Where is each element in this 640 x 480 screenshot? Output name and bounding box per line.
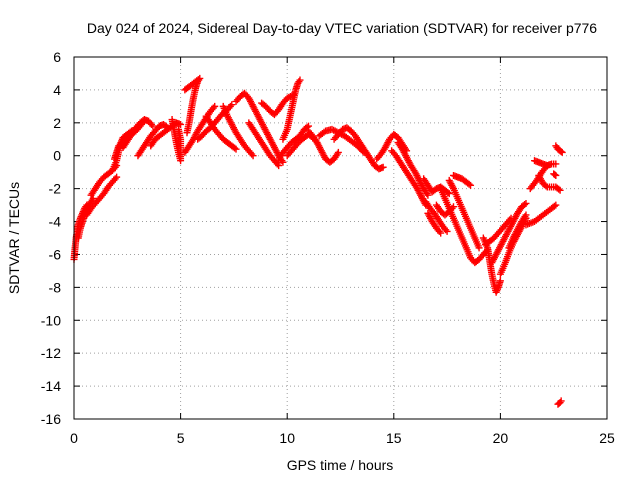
data-point bbox=[149, 122, 157, 130]
data-point bbox=[443, 227, 451, 235]
data-point bbox=[557, 397, 565, 405]
data-point bbox=[279, 158, 287, 166]
data-point bbox=[445, 190, 453, 198]
data-points bbox=[70, 74, 566, 408]
data-point bbox=[174, 125, 182, 133]
data-point bbox=[303, 123, 311, 131]
data-point bbox=[557, 148, 565, 156]
y-tick-label: 6 bbox=[53, 49, 61, 65]
data-point bbox=[437, 229, 445, 237]
y-tick-label: -4 bbox=[49, 214, 62, 230]
x-tick-label: 20 bbox=[493, 430, 509, 446]
data-point bbox=[275, 162, 283, 170]
data-point bbox=[551, 171, 559, 179]
data-point bbox=[555, 185, 563, 193]
data-point bbox=[424, 191, 432, 199]
y-tick-label: -6 bbox=[49, 246, 62, 262]
data-point bbox=[249, 152, 257, 160]
y-axis-label: SDTVAR / TECUs bbox=[6, 182, 22, 294]
data-point bbox=[232, 145, 240, 153]
data-point bbox=[521, 201, 529, 209]
data-point bbox=[334, 148, 342, 156]
data-point bbox=[113, 173, 121, 181]
chart-title: Day 024 of 2024, Sidereal Day-to-day VTE… bbox=[87, 20, 597, 36]
data-point bbox=[231, 144, 239, 152]
y-tick-label: 4 bbox=[53, 82, 61, 98]
data-point bbox=[552, 160, 560, 168]
x-tick-label: 15 bbox=[386, 430, 402, 446]
y-tick-label: -10 bbox=[41, 312, 61, 328]
axis-ticks bbox=[73, 56, 608, 420]
y-tick-label: -14 bbox=[41, 378, 61, 394]
data-point bbox=[522, 211, 530, 219]
data-point bbox=[182, 85, 190, 93]
y-tick-labels: 6 4 2 0 -2 -4 -6 -8 -10 -12 -14 -16 bbox=[41, 49, 61, 427]
y-tick-label: -16 bbox=[41, 411, 61, 427]
data-point bbox=[379, 163, 387, 171]
data-point bbox=[522, 199, 530, 207]
data-point bbox=[558, 148, 566, 156]
y-tick-label: -8 bbox=[49, 279, 62, 295]
data-point bbox=[475, 244, 483, 252]
data-point bbox=[467, 181, 475, 189]
y-tick-label: 2 bbox=[53, 115, 61, 131]
data-point bbox=[296, 76, 304, 84]
data-point bbox=[552, 201, 560, 209]
y-tick-label: 0 bbox=[53, 148, 61, 164]
data-point bbox=[496, 277, 504, 285]
x-tick-label: 0 bbox=[70, 430, 78, 446]
x-tick-label: 10 bbox=[279, 430, 295, 446]
data-point bbox=[181, 86, 189, 94]
x-tick-labels: 0 5 10 15 20 25 bbox=[70, 430, 615, 446]
data-point bbox=[465, 180, 473, 188]
data-point bbox=[552, 171, 560, 179]
plot-frame bbox=[73, 56, 608, 420]
data-point bbox=[556, 186, 564, 194]
data-point bbox=[550, 202, 558, 210]
data-point bbox=[177, 120, 185, 128]
y-tick-label: -12 bbox=[41, 345, 61, 361]
grid bbox=[74, 57, 607, 419]
data-point bbox=[211, 102, 219, 110]
data-point bbox=[543, 162, 551, 170]
data-point bbox=[542, 182, 550, 190]
x-axis-label: GPS time / hours bbox=[287, 457, 394, 473]
x-tick-label: 5 bbox=[177, 430, 185, 446]
y-tick-label: -2 bbox=[49, 181, 62, 197]
x-tick-label: 25 bbox=[599, 430, 615, 446]
data-point bbox=[228, 101, 236, 109]
